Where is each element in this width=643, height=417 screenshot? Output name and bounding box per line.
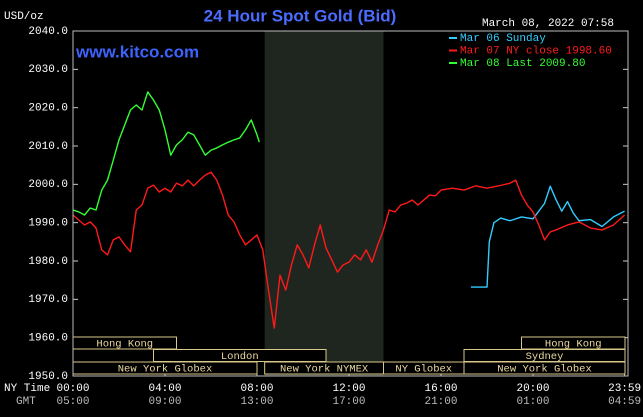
y-tick-label: 1960.0 bbox=[28, 333, 68, 345]
watermark: www.kitco.com bbox=[75, 42, 199, 61]
y-tick-label: 2040.0 bbox=[28, 26, 68, 38]
series-line bbox=[72, 171, 626, 329]
session-label: New York Globex bbox=[497, 363, 592, 375]
series-line bbox=[470, 185, 625, 288]
session-label: Hong Kong bbox=[96, 338, 153, 350]
y-tick-label: 1990.0 bbox=[28, 218, 68, 230]
x-tick-label: 16:00 bbox=[424, 383, 457, 395]
x2-tick-label: 13:00 bbox=[240, 396, 273, 408]
x2-tick-label: 21:00 bbox=[424, 396, 457, 408]
x-row-label: GMT bbox=[16, 396, 36, 408]
x2-tick-label: 09:00 bbox=[148, 396, 181, 408]
y-tick-label: 2020.0 bbox=[28, 103, 68, 115]
x2-tick-label: 01:00 bbox=[516, 396, 549, 408]
legend-label: Mar 07 NY close 1998.60 bbox=[460, 45, 612, 57]
x2-tick-label: 05:00 bbox=[56, 396, 89, 408]
session-label: London bbox=[221, 351, 259, 363]
x-row-label: NY Time bbox=[4, 383, 50, 395]
y-tick-label: 2030.0 bbox=[28, 64, 68, 76]
x-tick-label: 20:00 bbox=[516, 383, 549, 395]
session-label: New York Globex bbox=[118, 363, 213, 375]
session-label: Sydney bbox=[526, 351, 564, 363]
y-tick-label: 1950.0 bbox=[28, 371, 68, 383]
series-line bbox=[72, 91, 260, 216]
chart-title: 24 Hour Spot Gold (Bid) bbox=[204, 6, 397, 25]
x-tick-label: 00:00 bbox=[56, 383, 89, 395]
session-label: Hong Kong bbox=[545, 338, 602, 350]
y-tick-label: 2010.0 bbox=[28, 141, 68, 153]
session-label: New York NYMEX bbox=[280, 363, 369, 375]
timestamp: March 08, 2022 07:58 bbox=[482, 18, 614, 30]
legend-label: Mar 06 Sunday bbox=[460, 33, 546, 45]
x-tick-label: 12:00 bbox=[332, 383, 365, 395]
y-tick-label: 2000.0 bbox=[28, 179, 68, 191]
session-label: NY Globex bbox=[395, 363, 452, 375]
x-tick-label: 04:00 bbox=[148, 383, 181, 395]
session-bar bbox=[463, 361, 626, 375]
y-axis-unit: USD/oz bbox=[4, 11, 44, 23]
plot-frame bbox=[72, 30, 629, 377]
highlight-band bbox=[264, 31, 384, 376]
x2-tick-label: 17:00 bbox=[332, 396, 365, 408]
x-tick-label: 23:59 bbox=[608, 383, 641, 395]
x2-tick-label: 04:59 bbox=[608, 396, 641, 408]
y-tick-label: 1980.0 bbox=[28, 256, 68, 268]
x-tick-label: 08:00 bbox=[240, 383, 273, 395]
y-tick-label: 1970.0 bbox=[28, 294, 68, 306]
legend-label: Mar 08 Last 2009.80 bbox=[460, 58, 585, 70]
